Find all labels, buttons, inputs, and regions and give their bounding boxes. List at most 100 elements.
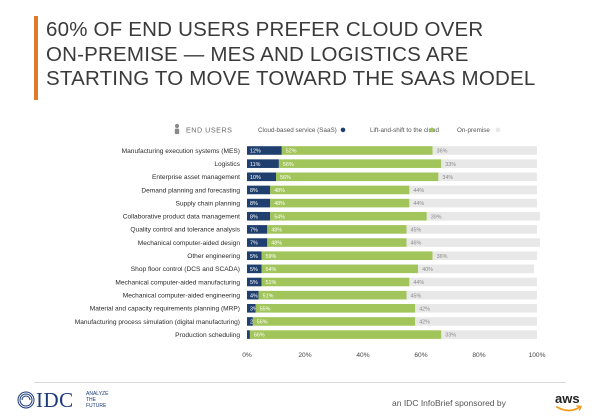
data-label: 42% [419, 320, 430, 326]
sponsor-text: an IDC InfoBrief sponsored by [392, 398, 506, 408]
title-line: 60% OF END USERS PREFER CLOUD OVER [46, 18, 484, 41]
legend-label: Lift-and-shift to the cloud [370, 127, 439, 134]
data-label: 5% [250, 280, 258, 286]
bar-segment [281, 146, 433, 155]
bar-segment [247, 238, 268, 247]
category-label: Production scheduling [175, 332, 240, 339]
data-label: 34% [442, 175, 453, 181]
data-label: 36% [437, 149, 448, 155]
bar-segment [258, 290, 407, 300]
idc-logo-icon [17, 391, 35, 409]
bar-segment [247, 330, 250, 339]
bar-segment [247, 304, 256, 313]
category-label: Quality control and tolerance analysis [130, 227, 240, 234]
category-label: Shop floor control (DCS and SCADA) [131, 266, 240, 273]
data-label: 56% [283, 162, 294, 168]
data-label: 48% [271, 241, 282, 247]
bar-segment [247, 159, 279, 168]
x-tick-label: 80% [472, 352, 485, 359]
data-label: 59% [266, 254, 277, 260]
data-label: 45% [411, 293, 422, 299]
bar-segment [261, 251, 433, 260]
legend-label: On-premise [457, 127, 490, 134]
x-tick-label: 100% [529, 352, 546, 359]
data-label: 44% [413, 188, 424, 194]
group-label: END USERS [186, 126, 232, 135]
bar-segment [247, 198, 271, 208]
title-line: ON-PREMISE — MES AND LOGISTICS ARE [46, 42, 469, 66]
person-icon [174, 123, 180, 129]
bar-segment [270, 185, 410, 195]
data-label: 42% [419, 306, 430, 312]
data-label: 5% [250, 254, 258, 260]
bar-segment [276, 172, 439, 182]
bar-segment [270, 198, 410, 208]
bar-segment [406, 290, 537, 300]
data-label: 45% [411, 228, 422, 234]
category-label: Logistics [214, 161, 240, 168]
bar-segment [252, 317, 416, 326]
data-label: 8% [250, 201, 258, 207]
category-label: Other engineering [187, 253, 240, 260]
data-label: 3% [250, 306, 258, 312]
bar-segment [409, 185, 537, 195]
bar-segment [247, 172, 276, 182]
data-label: 56% [257, 320, 268, 326]
data-label: 48% [274, 188, 285, 194]
bar-segment [406, 238, 540, 247]
person-icon-body [174, 128, 180, 135]
data-label: 11% [250, 162, 261, 168]
legend-swatch [495, 127, 501, 133]
bar-segment [247, 146, 282, 155]
bar-segment [409, 198, 537, 208]
bar-segment [438, 172, 537, 182]
bar-segment [278, 159, 442, 168]
data-label: 10% [250, 175, 261, 181]
bar-segment [418, 264, 535, 274]
data-label: 54% [274, 214, 285, 220]
x-tick-label: 60% [414, 352, 427, 359]
category-label: Demand planning and forecasting [141, 187, 240, 194]
bar-segment [441, 159, 537, 168]
x-tick-label: 20% [298, 352, 311, 359]
bar-segment [441, 330, 537, 339]
bar-segment [247, 264, 262, 274]
legend-label: Cloud-based service (SaaS) [258, 127, 337, 134]
data-label: 48% [271, 228, 282, 234]
data-label: 40% [422, 267, 433, 273]
data-label: 8% [250, 214, 258, 220]
bar-segment [267, 238, 407, 247]
idc-tagline: ANALYZE THE FUTURE [86, 391, 109, 409]
bar-segment [415, 317, 537, 326]
data-label: 12% [250, 149, 261, 155]
bar-segment [261, 264, 419, 274]
bar-segment [432, 146, 537, 155]
aws-smile-icon [556, 405, 582, 412]
data-label: 44% [413, 201, 424, 207]
category-label: Material and capacity requirements plann… [90, 306, 240, 313]
bar-segment [247, 290, 259, 300]
category-label: Manufacturing process simulation (digita… [75, 319, 240, 326]
bar-segment [249, 330, 442, 339]
data-label: 8% [250, 188, 258, 194]
data-label: 55% [260, 306, 271, 312]
bar-segment [426, 211, 540, 221]
data-label: 7% [250, 228, 258, 234]
data-label: 39% [431, 214, 442, 220]
x-tick-label: 40% [356, 352, 369, 359]
bar-segment [432, 251, 537, 260]
bar-segment [415, 304, 537, 313]
legend-swatch [429, 127, 435, 133]
category-label: Enterprise asset management [152, 174, 240, 181]
data-label: 51% [263, 293, 274, 299]
bar-segment [270, 211, 427, 221]
data-label: 7% [250, 241, 258, 247]
idc-brand: IDC [36, 388, 74, 412]
data-label: 66% [254, 333, 265, 339]
bar-segment [247, 185, 271, 195]
category-label: Supply chain planning [175, 200, 240, 207]
data-label: 33% [445, 162, 456, 168]
bar-segment [261, 277, 410, 287]
footer-divider [34, 382, 566, 383]
bar-segment [255, 304, 416, 313]
